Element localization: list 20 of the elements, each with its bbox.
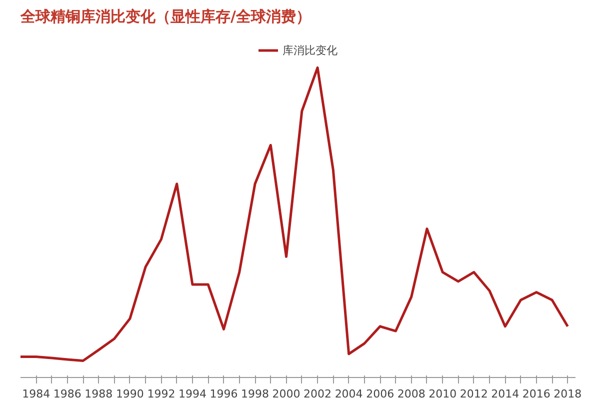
- x-tick-label: 2000: [272, 388, 300, 400]
- x-tick-label: 1998: [241, 388, 270, 400]
- x-tick-label: 1988: [84, 388, 113, 400]
- chart-title: 全球精铜库消比变化（显性库存/全球消费）: [20, 8, 311, 26]
- x-tick-label: 1990: [116, 388, 144, 400]
- x-tick-label: 2014: [491, 388, 520, 400]
- x-tick-label: 1994: [178, 388, 206, 400]
- x-tick-label: 2002: [304, 388, 332, 400]
- x-tick-label: 1996: [210, 388, 238, 400]
- x-tick-label: 2018: [554, 388, 582, 400]
- x-tick-label: 2008: [397, 388, 426, 400]
- x-tick-label: 2004: [334, 388, 363, 400]
- x-tick-label: 2016: [522, 388, 550, 400]
- x-tick-label: 1986: [53, 388, 82, 400]
- x-tick-label: 2012: [460, 388, 488, 400]
- x-tick-label: 2006: [366, 388, 394, 400]
- x-tick-label: 2010: [428, 388, 457, 400]
- x-tick-label: 1992: [147, 388, 176, 400]
- x-tick-label: 1984: [22, 388, 50, 400]
- legend-label: 库消比变化: [282, 42, 338, 58]
